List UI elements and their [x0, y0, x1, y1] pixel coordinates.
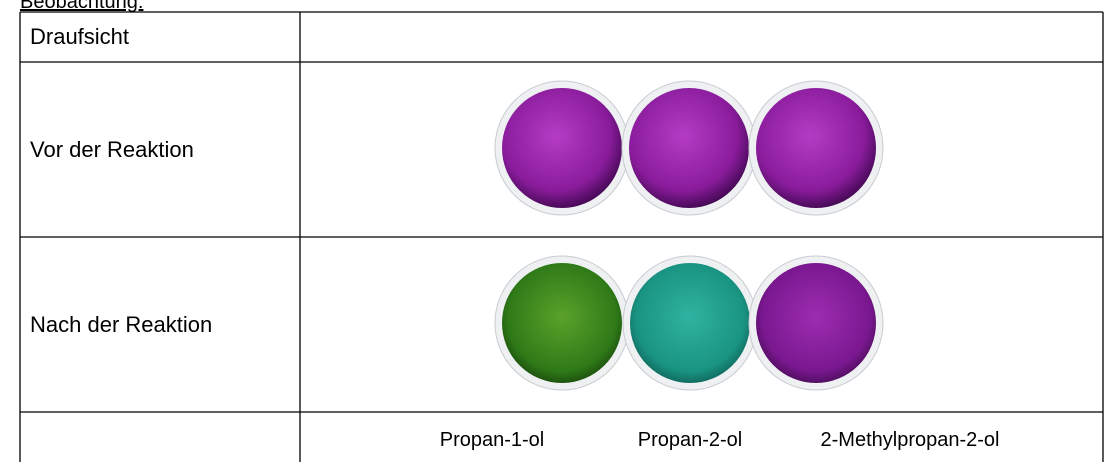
row-label: Vor der Reaktion [30, 137, 194, 162]
substance-label: 2-Methylpropan-2-ol [821, 429, 1000, 451]
section-title: Beobachtung: [20, 0, 143, 13]
solution [629, 88, 749, 208]
substance-label: Propan-1-ol [440, 429, 545, 451]
dishes-before [494, 80, 884, 216]
solution [756, 263, 876, 383]
solution [502, 263, 622, 383]
substance-label: Propan-2-ol [638, 429, 743, 451]
solution [630, 263, 750, 383]
row-label: Nach der Reaktion [30, 312, 212, 337]
solution [502, 88, 622, 208]
solution [756, 88, 876, 208]
dishes-after [494, 255, 884, 391]
row-label: Draufsicht [30, 24, 129, 49]
table-grid [19, 11, 1104, 462]
